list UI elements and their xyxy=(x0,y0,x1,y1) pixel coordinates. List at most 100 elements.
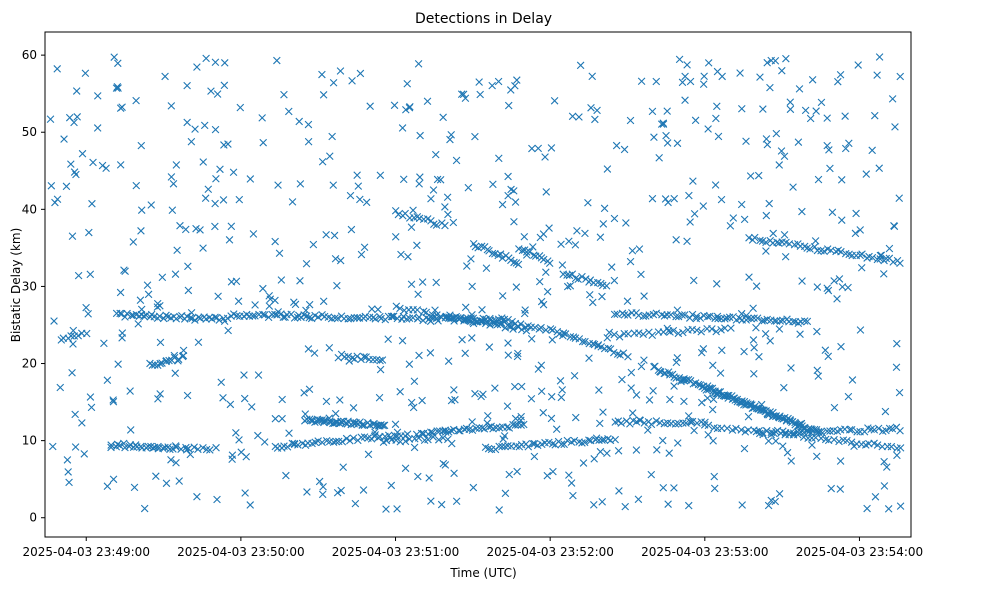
detection-point xyxy=(527,394,536,403)
detection-point xyxy=(599,408,607,416)
detection-point xyxy=(684,501,693,510)
detection-point xyxy=(433,175,442,184)
detection-point xyxy=(447,396,456,405)
detection-point xyxy=(666,371,674,379)
detection-point xyxy=(558,386,567,394)
detection-point xyxy=(452,156,461,165)
detection-point xyxy=(318,157,327,166)
detection-point xyxy=(63,456,72,464)
detection-point xyxy=(224,140,232,148)
detection-point xyxy=(884,505,893,513)
detection-point xyxy=(182,443,190,452)
detection-point xyxy=(444,210,452,219)
detection-point xyxy=(877,251,886,260)
detection-point xyxy=(796,330,804,338)
detection-point xyxy=(594,342,602,350)
detection-point xyxy=(293,313,302,322)
detection-point xyxy=(114,59,122,68)
detection-point xyxy=(501,489,510,498)
detection-point xyxy=(835,275,844,283)
detection-point xyxy=(775,161,784,169)
detection-point xyxy=(548,336,557,344)
detection-point xyxy=(665,449,673,457)
detection-point xyxy=(599,220,608,228)
detection-point xyxy=(810,243,819,251)
detection-point xyxy=(463,262,471,270)
detection-point xyxy=(212,174,220,183)
detection-point xyxy=(347,225,356,234)
detection-point xyxy=(742,311,751,320)
detection-point xyxy=(193,63,201,71)
detection-point xyxy=(240,394,249,403)
detection-point xyxy=(498,254,507,262)
x-axis-title: Time (UTC) xyxy=(449,566,516,580)
detection-point xyxy=(847,438,856,446)
detection-point xyxy=(333,281,341,290)
detection-point xyxy=(369,313,377,322)
detection-point xyxy=(542,188,551,196)
detection-point xyxy=(545,224,553,232)
detection-point xyxy=(318,490,327,499)
detection-point xyxy=(71,443,80,451)
detection-point xyxy=(857,263,866,272)
detection-point xyxy=(767,56,775,65)
detection-point xyxy=(391,206,400,215)
detection-point xyxy=(81,69,90,78)
detection-point xyxy=(795,85,804,93)
detection-point xyxy=(356,69,365,78)
detection-point xyxy=(547,392,556,401)
detection-point xyxy=(120,266,128,274)
detection-point xyxy=(280,90,288,99)
detection-point xyxy=(171,442,180,450)
detection-point xyxy=(793,430,802,439)
detection-point xyxy=(302,259,311,268)
detection-point xyxy=(514,421,522,429)
detection-point xyxy=(418,396,426,405)
detection-point xyxy=(433,427,441,435)
detection-point xyxy=(778,442,787,450)
detection-point xyxy=(893,339,901,348)
detection-point xyxy=(726,222,735,230)
detection-point xyxy=(172,161,181,169)
detection-point xyxy=(762,427,771,435)
detection-point xyxy=(114,360,122,368)
detection-point xyxy=(220,81,229,90)
detection-point xyxy=(585,354,593,362)
detection-point xyxy=(510,258,518,267)
detection-point xyxy=(896,259,904,268)
detection-point xyxy=(648,331,657,340)
detection-point xyxy=(557,440,566,448)
detection-point xyxy=(170,351,179,360)
detection-point xyxy=(510,217,518,226)
detection-point xyxy=(199,158,208,166)
detection-point xyxy=(552,425,561,434)
detection-point xyxy=(479,390,487,399)
detection-point xyxy=(429,186,438,194)
detection-point xyxy=(469,319,478,328)
detection-point xyxy=(260,311,269,319)
detection-point xyxy=(684,412,693,420)
detection-point xyxy=(271,237,279,246)
detection-point xyxy=(403,430,412,438)
detection-point xyxy=(754,171,763,180)
detection-point xyxy=(439,113,447,122)
detection-point xyxy=(478,306,486,314)
detection-point xyxy=(823,141,831,150)
detection-point xyxy=(763,58,771,67)
detection-point xyxy=(704,59,713,67)
detection-point xyxy=(787,364,795,372)
detection-point xyxy=(376,365,385,374)
detection-point xyxy=(439,433,447,442)
detection-point xyxy=(628,246,637,255)
detection-point xyxy=(788,418,796,426)
detection-point xyxy=(639,330,648,338)
detection-point xyxy=(86,393,95,401)
detection-point xyxy=(755,426,763,435)
detection-point xyxy=(103,376,112,384)
detection-point xyxy=(710,484,719,493)
detection-point xyxy=(450,386,458,394)
detection-point xyxy=(635,245,644,253)
detection-point xyxy=(673,439,682,447)
detection-point xyxy=(765,199,773,208)
detection-point xyxy=(637,362,646,371)
